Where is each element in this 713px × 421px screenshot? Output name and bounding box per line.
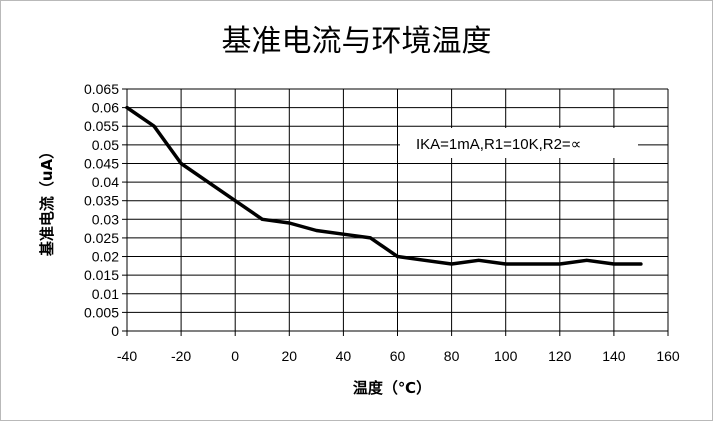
x-tick-label: 80 [444,348,460,364]
x-tick-label: 0 [231,348,239,364]
axes [122,88,669,336]
y-tick-label: 0 [111,323,119,339]
y-tick-label: 0.045 [84,155,119,171]
series-line [125,105,643,266]
x-tick-label: 40 [336,348,352,364]
grid-lines [127,88,669,331]
y-tick-label: 0.03 [92,211,119,227]
y-tick-labels: 0 0.005 0.01 0.015 0.02 0.025 0.03 0.035 0.04 0.0… [84,81,119,339]
x-tick-label: 140 [602,348,626,364]
x-axis-title: 温度（℃） [353,379,431,397]
x-tick-label: -40 [117,348,137,364]
y-tick-label: 0.02 [92,249,119,265]
y-axis-title: 基准电流（uA） [38,144,56,257]
y-tick-label: 0.025 [84,230,119,246]
series-group [125,105,643,266]
annotation-text: IKA=1mA,R1=10K,R2=∝ [416,136,581,153]
y-tick-label: 0.055 [84,118,119,134]
x-tick-label: -20 [171,348,191,364]
x-tick-labels: -40 -20 0 20 40 60 80 100 120 140 160 [117,348,680,364]
y-tick-label: 0.04 [92,174,119,190]
x-tick-label: 20 [282,348,298,364]
y-tick-label: 0.035 [84,193,119,209]
y-tick-label: 0.01 [92,286,119,302]
x-tick-label: 100 [494,348,518,364]
x-tick-label: 160 [656,348,680,364]
y-tick-label: 0.005 [84,304,119,320]
x-tick-label: 120 [548,348,572,364]
y-tick-label: 0.015 [84,267,119,283]
x-tick-label: 60 [390,348,406,364]
y-tick-label: 0.06 [92,100,119,116]
y-tick-label: 0.05 [92,137,119,153]
chart-title: 基准电流与环境温度 [221,24,492,59]
annotation-background [400,128,638,158]
y-tick-label: 0.065 [84,81,119,97]
